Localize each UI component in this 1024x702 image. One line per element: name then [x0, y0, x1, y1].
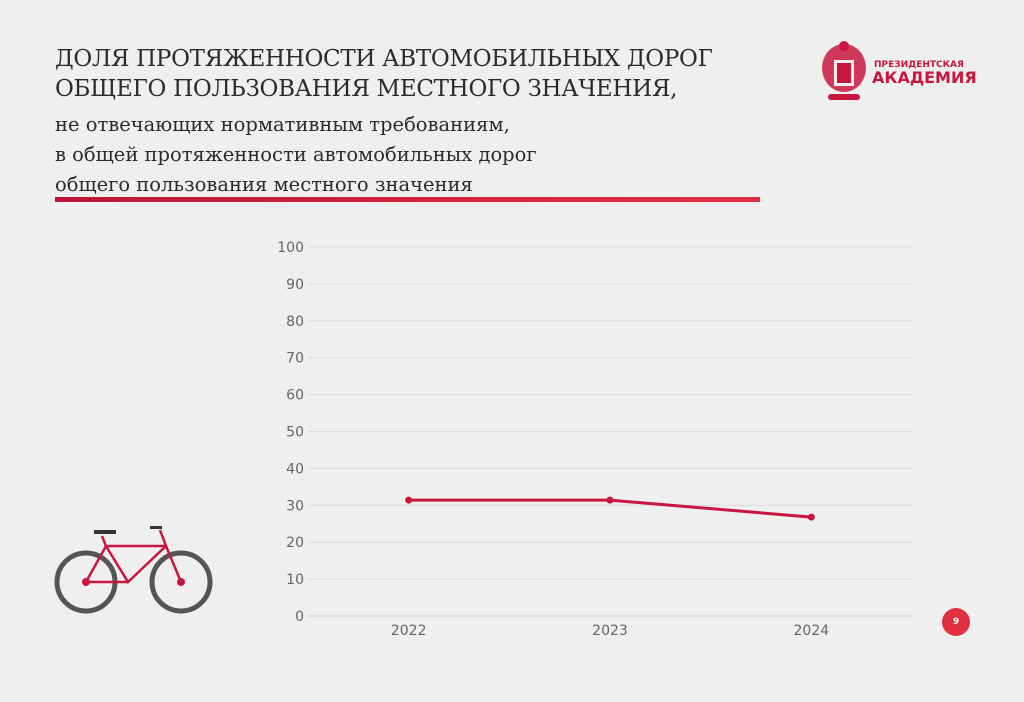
- data-point: [405, 496, 413, 504]
- y-tick-label: 80: [286, 314, 304, 330]
- y-tick-label: 50: [286, 425, 304, 441]
- data-point: [807, 513, 815, 521]
- x-tick-label: 2022: [391, 623, 427, 639]
- y-tick-label: 30: [286, 498, 304, 514]
- logo-text-1: ПРЕЗИДЕНТСКАЯ: [874, 60, 964, 70]
- title-line-2: ОБЩЕГО ПОЛЬЗОВАНИЯ МЕСТНОГО ЗНАЧЕНИЯ,: [55, 76, 678, 102]
- title-line-5: общего пользования местного значения: [55, 173, 473, 196]
- academy-emblem-icon: [822, 41, 866, 100]
- x-tick-label: 2023: [592, 623, 628, 639]
- logo-text-2: АКАДЕМИЯ: [872, 68, 977, 87]
- title-line-4: в общей протяженности автомобильных доро…: [55, 143, 537, 166]
- data-point: [606, 496, 614, 504]
- y-tick-label: 70: [286, 351, 304, 367]
- y-tick-label: 100: [277, 240, 304, 256]
- title-lower: не отвечающих нормативным требованиям, в…: [55, 110, 537, 200]
- y-tick-label: 90: [286, 277, 304, 293]
- y-tick-label: 60: [286, 388, 304, 404]
- x-tick-label: 2024: [794, 623, 830, 639]
- title-underline: [55, 197, 760, 202]
- y-tick-label: 40: [286, 461, 304, 477]
- y-tick-label: 10: [286, 572, 304, 588]
- page-number-badge: 9: [942, 608, 970, 636]
- title-line-1: ДОЛЯ ПРОТЯЖЕННОСТИ АВТОМОБИЛЬНЫХ ДОРОГ: [55, 46, 713, 72]
- bicycle-icon: [54, 526, 213, 614]
- title-upper: ДОЛЯ ПРОТЯЖЕННОСТИ АВТОМОБИЛЬНЫХ ДОРОГ О…: [55, 44, 713, 104]
- y-tick-label: 0: [295, 609, 304, 625]
- title-line-3: не отвечающих нормативным требованиям,: [55, 113, 510, 136]
- y-tick-label: 20: [286, 535, 304, 551]
